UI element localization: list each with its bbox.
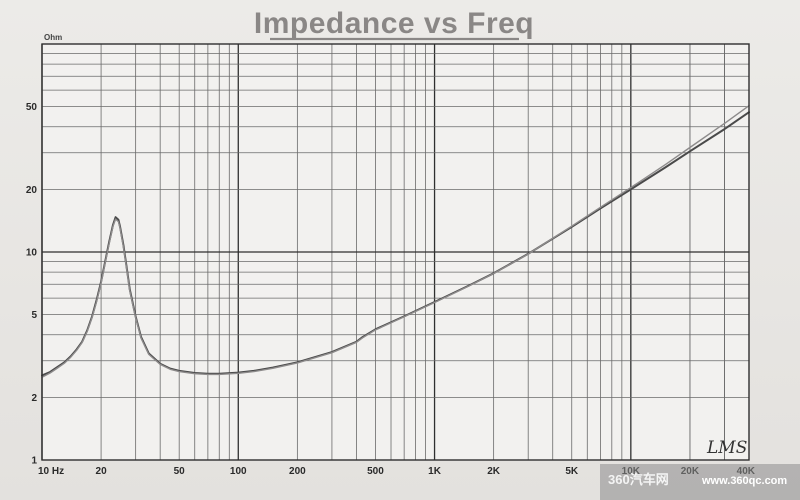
y-axis-ticks: 50 20 10 5 2 1 [26, 102, 38, 466]
y-tick-label: 1 [31, 456, 37, 467]
x-tick-label: 50 [174, 466, 186, 477]
watermark-brand: 360汽车网 [608, 472, 669, 487]
y-axis-unit: Ohm [44, 33, 62, 42]
x-tick-label: 100 [230, 466, 247, 477]
x-tick-label: 1K [428, 466, 442, 477]
x-tick-label: 10 Hz [38, 466, 64, 477]
signature-annotation: LMS [706, 438, 747, 458]
chart-title: Impedance vs Freq [254, 7, 534, 40]
y-tick-label: 10 [26, 248, 38, 259]
y-tick-label: 20 [26, 185, 38, 196]
plot-frame [41, 43, 750, 461]
watermark: 360汽车网 www.360qc.com [600, 464, 800, 500]
x-tick-label: 500 [367, 466, 384, 477]
x-tick-label: 2K [487, 466, 501, 477]
series-group [41, 105, 750, 378]
x-tick-label: 5K [565, 466, 579, 477]
y-tick-label: 5 [31, 310, 37, 321]
impedance-series-line-2 [41, 105, 750, 378]
y-tick-label: 50 [26, 102, 38, 113]
x-tick-label: 20 [96, 466, 108, 477]
watermark-url: www.360qc.com [701, 475, 787, 487]
y-tick-label: 2 [31, 393, 37, 404]
x-tick-label: 200 [289, 466, 306, 477]
grid [41, 44, 750, 460]
watermark-band [600, 464, 800, 500]
